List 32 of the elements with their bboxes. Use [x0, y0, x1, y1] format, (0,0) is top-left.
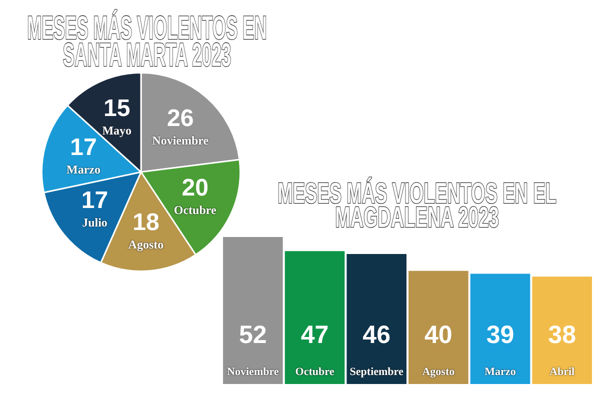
chart-title: MESES MÁS VIOLENTOS EN SANTA MARTA 2023: [26, 9, 268, 73]
bar: [223, 237, 283, 384]
slice-label: Octubre: [174, 202, 217, 217]
data-label: 38: [548, 320, 576, 349]
slice-label: Marzo: [66, 162, 101, 177]
slice-label: Julio: [82, 216, 108, 230]
data-label: 46: [362, 320, 390, 349]
x-tick-label: Septiembre: [350, 366, 404, 378]
bar: [284, 251, 345, 384]
data-label: 26: [167, 104, 194, 132]
data-label: 17: [81, 187, 108, 214]
bar: [408, 270, 468, 384]
data-label: 18: [132, 208, 160, 236]
bar: [532, 276, 592, 384]
data-label: 15: [104, 95, 130, 122]
data-label: 39: [486, 320, 514, 349]
bar: [346, 254, 406, 384]
slice-label: Agosto: [128, 237, 164, 252]
data-label: 17: [70, 134, 97, 162]
data-label: 20: [182, 174, 208, 202]
chart-title: MESES MÁS VIOLENTOS EN EL MAGDALENA 2023: [276, 178, 558, 234]
x-tick-label: Noviembre: [227, 366, 279, 378]
data-label: 47: [300, 320, 329, 349]
slice-label: Noviembre: [152, 133, 210, 148]
data-label: 52: [239, 320, 267, 349]
x-tick-label: Marzo: [484, 366, 516, 378]
bar: [470, 274, 530, 384]
data-label: 40: [424, 320, 452, 349]
slice-label: Mayo: [102, 124, 132, 138]
x-tick-label: Agosto: [422, 366, 456, 378]
x-tick-label: Octubre: [295, 366, 334, 378]
x-tick-label: Abril: [550, 366, 575, 378]
